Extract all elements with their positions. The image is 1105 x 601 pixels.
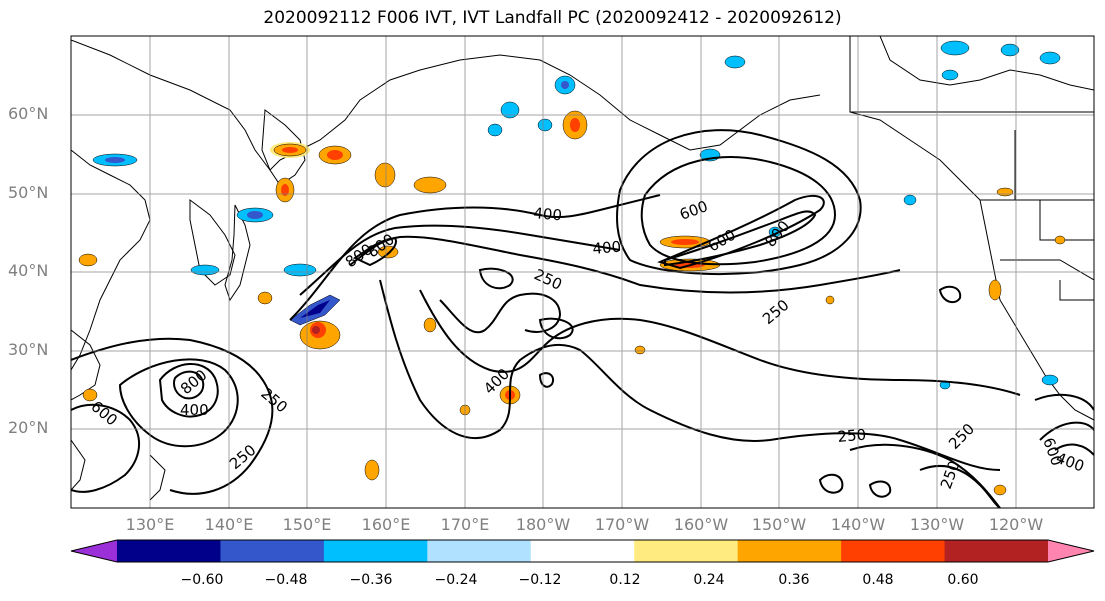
lat-label: 40°N [8,261,49,280]
colorbar-tick-label: 0.60 [947,572,979,588]
lon-label: 170°W [594,515,650,534]
lon-label: 150°E [282,515,332,534]
colorbar-swatch [634,540,739,562]
colorbar-swatch [323,540,428,562]
coastline-asia [71,39,821,501]
colorbar-outline [70,539,1095,563]
colorbar-swatch [530,540,635,562]
lon-label: 140°E [204,515,254,534]
colorbar-tick-label: −0.12 [518,572,562,588]
colorbar-swatch [841,540,946,562]
colorbar-tick-label: −0.36 [349,572,393,588]
contour-label: 400 [180,401,209,419]
map-title: 2020092112 F006 IVT, IVT Landfall PC (20… [263,8,842,28]
lat-label: 60°N [8,104,49,123]
lon-label: 130°W [909,515,965,534]
colorbar-swatch [220,540,325,562]
lon-label: 160°E [361,515,411,534]
colorbar [70,539,1095,563]
colorbar-extend-low [71,540,117,562]
lon-label: 140°W [830,515,886,534]
lon-label: 150°W [751,515,807,534]
colorbar-swatch [944,540,1049,562]
graticule [71,36,1094,508]
contour-label: 400 [592,238,622,258]
lon-label: 120°W [988,515,1044,534]
lon-label: 180°W [515,515,571,534]
lat-label: 20°N [8,418,49,437]
colorbar-swatch [737,540,842,562]
colorbar-extend-high [1048,540,1094,562]
colorbar-swatch [427,540,532,562]
colorbar-tick-label: 0.48 [862,572,894,588]
contour-label: 250 [837,426,867,446]
map-frame [70,35,1095,509]
lat-label: 30°N [8,340,49,359]
lat-label: 50°N [8,183,49,202]
colorbar-tick-label: 0.12 [609,572,641,588]
lon-label: 170°E [440,515,490,534]
colorbar-swatch [117,540,221,562]
colorbar-tick-label: −0.48 [264,572,308,588]
colorbar-tick-label: 0.36 [778,572,810,588]
colorbar-tick-label: −0.60 [180,572,224,588]
colorbar-tick-label: 0.24 [693,572,725,588]
lon-label: 160°W [673,515,729,534]
contour-label: 400 [533,204,563,224]
lon-label: 130°E [125,515,175,534]
colorbar-tick-label: −0.24 [434,572,478,588]
